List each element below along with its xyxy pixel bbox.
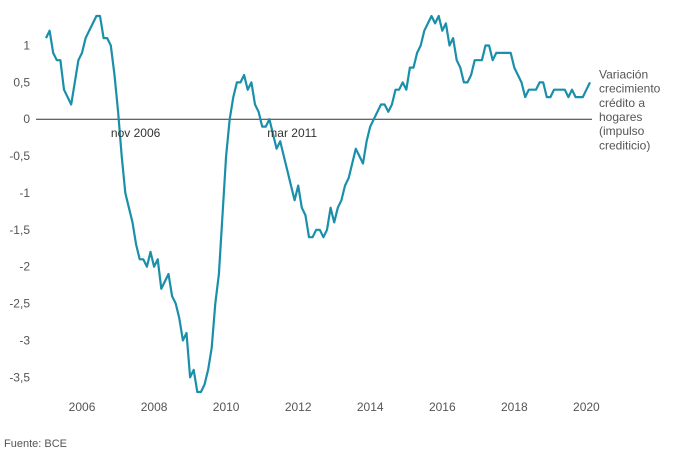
x-tick-label: 2012 [285, 400, 312, 414]
y-tick-label: 0,5 [13, 75, 30, 89]
series-line [45, 14, 591, 394]
x-tick-label: 2006 [69, 400, 96, 414]
x-axis: 2006 2008 2010 2012 2014 2016 2018 2020 [69, 400, 600, 414]
annotation-label: nov 2006 [111, 126, 161, 140]
x-tick-label: 2014 [357, 400, 384, 414]
y-tick-label: -2,5 [9, 297, 30, 311]
series-label-line: Variación [599, 67, 648, 81]
series-label-line: crediticio) [599, 138, 650, 152]
x-tick-label: 2016 [429, 400, 456, 414]
series-label-line: crecimiento [599, 82, 661, 96]
source-note: Fuente: BCE [4, 438, 67, 450]
y-tick-label: -1,5 [9, 223, 30, 237]
y-tick-label: -3,5 [9, 370, 30, 384]
annotation-label: mar 2011 [267, 126, 317, 140]
series-label-line: (impulso [599, 124, 645, 138]
series-group [45, 14, 591, 394]
y-tick-label: -1 [19, 186, 30, 200]
y-tick-label: 1 [23, 38, 30, 52]
x-tick-label: 2010 [213, 400, 240, 414]
x-tick-label: 2008 [141, 400, 168, 414]
y-tick-label: -3 [19, 333, 30, 347]
series-label-line: hogares [599, 110, 642, 124]
y-tick-label: 0 [23, 112, 30, 126]
y-tick-label: -0,5 [9, 149, 30, 163]
y-axis: 1 0,5 0 -0,5 -1 -1,5 -2 -2,5 -3 -3,5 [9, 38, 30, 384]
x-tick-label: 2018 [501, 400, 528, 414]
annotations: nov 2006 mar 2011 [111, 126, 317, 140]
x-tick-label: 2020 [573, 400, 600, 414]
series-label: Variación crecimiento crédito a hogares (imp… [599, 67, 661, 152]
series-label-line: crédito a [599, 96, 645, 110]
y-tick-label: -2 [19, 260, 30, 274]
